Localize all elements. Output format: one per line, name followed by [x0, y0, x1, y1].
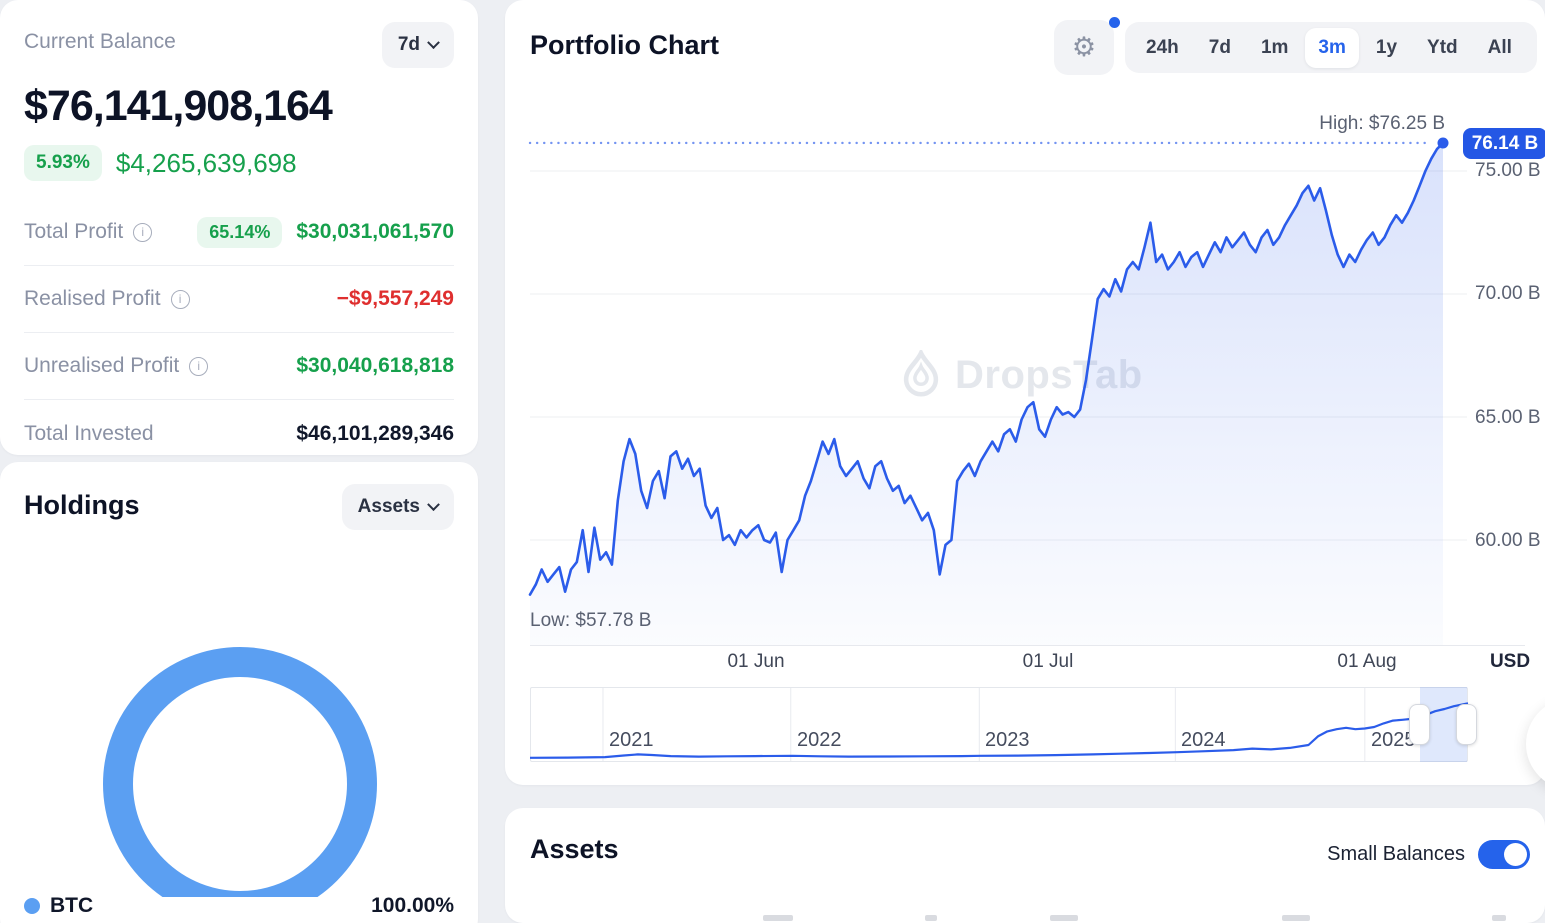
- toggle-knob: [1504, 843, 1527, 866]
- assets-card: Assets Small Balances: [505, 808, 1545, 923]
- balance-title: Current Balance: [24, 30, 176, 53]
- realised-profit-row: Realised Profit i −$9,557,249: [24, 266, 454, 333]
- currency-label: USD: [1489, 651, 1531, 672]
- chevron-down-icon: [427, 35, 440, 49]
- total-profit-row: Total Profit i 65.14% $30,031,061,570: [24, 199, 454, 266]
- chevron-down-icon: [427, 497, 440, 511]
- period-dropdown[interactable]: 7d: [381, 22, 454, 68]
- btc-legend-dot: [24, 898, 40, 914]
- navigator-year-label: 2022: [797, 729, 842, 751]
- y-axis-tick: 75.00 B: [1475, 160, 1541, 181]
- balance-card: Current Balance 7d $76,141,908,164 5.93%…: [0, 0, 478, 455]
- unrealised-profit-value: $30,040,618,818: [296, 354, 454, 377]
- realised-profit-value: −$9,557,249: [336, 287, 454, 310]
- total-profit-value: $30,031,061,570: [296, 220, 454, 243]
- clipped-table-header: [925, 915, 937, 921]
- tab-7d[interactable]: 7d: [1208, 36, 1231, 58]
- holdings-legend-item-btc[interactable]: BTC 100.00%: [24, 894, 454, 918]
- btc-symbol: BTC: [50, 894, 94, 917]
- balance-card-header: Current Balance 7d: [24, 22, 454, 68]
- assets-controls: Small Balances: [1327, 840, 1530, 869]
- tab-1m[interactable]: 1m: [1260, 36, 1289, 58]
- total-invested-value: $46,101,289,346: [296, 421, 454, 445]
- unrealised-profit-label: Unrealised Profit: [24, 354, 180, 377]
- clipped-table-header: [763, 915, 793, 921]
- assets-title: Assets: [530, 834, 619, 864]
- clipped-table-header: [1492, 915, 1506, 921]
- navigator-left-handle[interactable]: [1409, 704, 1430, 745]
- tab-ytd[interactable]: Ytd: [1427, 36, 1458, 58]
- chart-high-label: High: $76.25 B: [1319, 113, 1445, 134]
- chart-plot-area[interactable]: [530, 100, 1463, 600]
- holdings-view-dropdown[interactable]: Assets: [341, 484, 454, 530]
- realised-profit-label: Realised Profit: [24, 287, 161, 310]
- change-percent-badge: 5.93%: [24, 145, 102, 181]
- total-profit-percent-badge: 65.14%: [197, 216, 283, 248]
- current-value-badge: 76.14 B: [1463, 128, 1545, 159]
- chart-low-label: Low: $57.78 B: [530, 610, 652, 631]
- holdings-view-value: Assets: [357, 496, 420, 517]
- total-invested-label: Total Invested: [24, 421, 154, 445]
- y-axis-tick: 60.00 B: [1475, 530, 1541, 551]
- btc-percent: 100.00%: [371, 894, 454, 917]
- portfolio-chart-card: Portfolio Chart ⚙ 24h 7d 1m 3m 1y Ytd Al…: [505, 0, 1545, 785]
- settings-notification-dot: [1109, 17, 1120, 28]
- navigator-right-handle[interactable]: [1456, 704, 1477, 745]
- tab-all[interactable]: All: [1487, 36, 1512, 58]
- info-icon[interactable]: i: [170, 289, 190, 309]
- tab-24h[interactable]: 24h: [1146, 36, 1179, 58]
- y-axis-tick: 65.00 B: [1475, 407, 1541, 428]
- info-icon[interactable]: i: [189, 356, 209, 376]
- total-invested-row: Total Invested $46,101,289,346: [24, 400, 454, 467]
- balance-change-row: 5.93% $4,265,639,698: [24, 145, 454, 181]
- change-amount: $4,265,639,698: [115, 147, 297, 178]
- x-axis-tick: 01 Jun: [727, 651, 785, 672]
- navigator-year-label: 2024: [1181, 729, 1226, 751]
- clipped-table-header: [1282, 915, 1310, 921]
- total-profit-label: Total Profit: [24, 220, 124, 243]
- navigator-year-label: 2023: [985, 729, 1030, 751]
- gear-icon: ⚙: [1071, 32, 1097, 62]
- period-dropdown-value: 7d: [397, 34, 420, 55]
- navigator-year-label: 2025: [1371, 729, 1416, 751]
- tab-1y[interactable]: 1y: [1375, 36, 1398, 58]
- holdings-donut-chart: [103, 647, 377, 897]
- info-icon[interactable]: i: [133, 222, 153, 242]
- current-balance-value: $76,141,908,164: [24, 82, 333, 130]
- x-axis-separator: [530, 645, 1525, 646]
- holdings-card-header: Holdings Assets: [24, 484, 454, 530]
- profit-stats: Total Profit i 65.14% $30,031,061,570 Re…: [24, 199, 454, 467]
- clipped-table-header: [1050, 915, 1078, 921]
- x-axis-tick: 01 Aug: [1337, 651, 1397, 672]
- portfolio-chart-title: Portfolio Chart: [530, 30, 719, 60]
- small-balances-label: Small Balances: [1327, 843, 1465, 865]
- x-axis-tick: 01 Jul: [1022, 651, 1074, 672]
- holdings-title: Holdings: [24, 490, 140, 520]
- small-balances-toggle[interactable]: [1478, 840, 1530, 869]
- y-axis-tick: 70.00 B: [1475, 283, 1541, 304]
- time-range-tabs: 24h 7d 1m 3m 1y Ytd All: [1125, 22, 1537, 73]
- tab-3m[interactable]: 3m: [1305, 27, 1359, 68]
- navigator-year-label: 2021: [609, 729, 654, 751]
- chart-settings-button[interactable]: ⚙: [1054, 20, 1114, 75]
- holdings-card: Holdings Assets BTC 100.00%: [0, 462, 478, 923]
- unrealised-profit-row: Unrealised Profit i $30,040,618,818: [24, 333, 454, 400]
